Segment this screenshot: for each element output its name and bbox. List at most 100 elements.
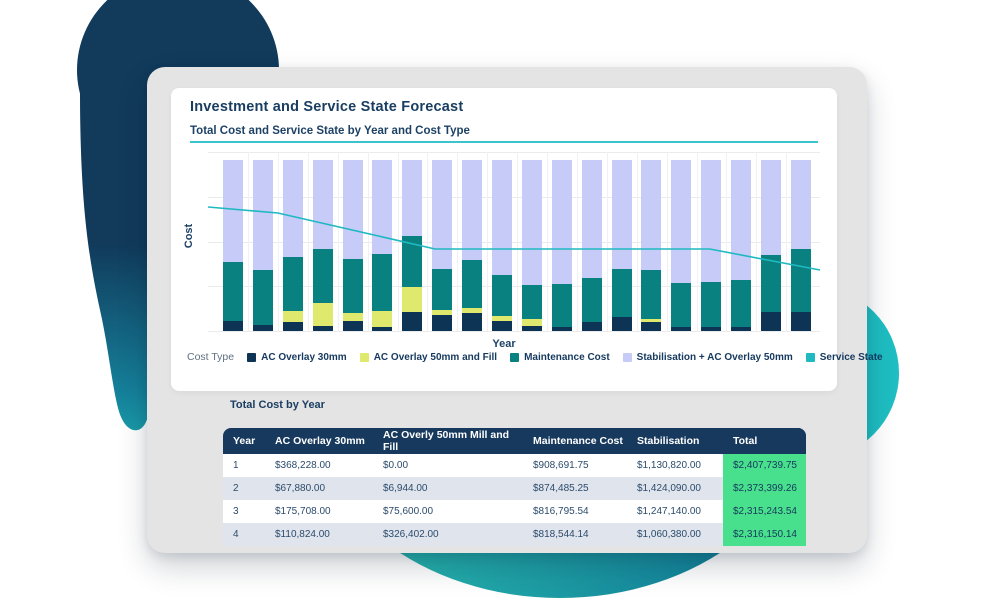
table-cell: $175,708.00 bbox=[275, 506, 331, 517]
bar-segment bbox=[761, 255, 782, 313]
legend-label: Stabilisation + AC Overlay 50mm bbox=[636, 351, 793, 363]
bar-stack-year-19[interactable] bbox=[761, 160, 782, 331]
bar-stack-year-17[interactable] bbox=[701, 160, 722, 331]
cost-table: Year AC Overlay 30mm AC Overly 50mm Mill a… bbox=[223, 428, 806, 546]
table-cell: $110,824.00 bbox=[275, 529, 330, 540]
bar-segment bbox=[611, 160, 632, 269]
bar-segment bbox=[492, 275, 513, 317]
legend-swatch-icon bbox=[805, 352, 815, 362]
legend-swatch-icon bbox=[622, 352, 632, 362]
table-cell: $816,795.54 bbox=[533, 506, 589, 517]
bar-segment bbox=[701, 160, 722, 282]
bar-segment bbox=[492, 316, 513, 322]
page-title: Investment and Service State Forecast bbox=[190, 99, 464, 115]
bar-stack-year-10[interactable] bbox=[492, 160, 513, 331]
bar-stack-year-2[interactable] bbox=[252, 160, 273, 331]
bar-segment bbox=[492, 160, 513, 276]
legend-label: AC Overlay 50mm and Fill bbox=[373, 351, 498, 363]
bar-stack-year-9[interactable] bbox=[462, 160, 483, 331]
v-gridline bbox=[756, 152, 758, 331]
table-total-cell: $2,315,243.54 bbox=[723, 500, 806, 523]
bar-segment bbox=[432, 269, 453, 310]
bar-segment bbox=[223, 320, 243, 331]
table-row: 2 $67,880.00 $6,944.00 $874,485.25 $1,424,09… bbox=[223, 477, 806, 500]
table-header-cell: AC Overly 50mm Mill and Fill bbox=[383, 429, 510, 453]
bar-segment bbox=[432, 160, 453, 270]
table-cell: 1 bbox=[233, 460, 239, 471]
table-total-cell: $2,407,739.75 bbox=[723, 454, 806, 477]
bar-segment bbox=[521, 284, 542, 320]
bar-segment bbox=[641, 318, 662, 322]
bar-stack-year-12[interactable] bbox=[551, 160, 572, 331]
table-row: 4 $110,824.00 $326,402.00 $818,544.14 $1,060… bbox=[223, 523, 806, 546]
table-header-row: Year AC Overlay 30mm AC Overly 50mm Mill a… bbox=[223, 428, 806, 454]
bar-segment bbox=[641, 321, 662, 331]
bar-segment bbox=[342, 313, 363, 322]
bar-segment bbox=[282, 160, 303, 257]
table-cell: $818,544.14 bbox=[533, 529, 589, 540]
y-axis-label: Cost bbox=[183, 223, 196, 249]
legend-label: AC Overlay 30mm bbox=[261, 351, 347, 363]
v-gridline bbox=[636, 152, 638, 331]
bar-stack-year-6[interactable] bbox=[372, 160, 393, 331]
v-gridline bbox=[337, 152, 339, 331]
v-gridline bbox=[696, 152, 698, 331]
legend-item[interactable]: Stabilisation + AC Overlay 50mm bbox=[622, 351, 793, 363]
table-cell: $6,944.00 bbox=[383, 483, 428, 494]
bar-segment bbox=[342, 321, 363, 331]
bar-stack-year-11[interactable] bbox=[521, 160, 542, 331]
bar-stack-year-4[interactable] bbox=[312, 160, 333, 331]
bar-segment bbox=[282, 256, 303, 312]
v-gridline bbox=[457, 152, 459, 331]
bar-segment bbox=[551, 327, 572, 331]
bar-segment bbox=[611, 317, 632, 331]
bar-series-container bbox=[208, 160, 820, 331]
legend-swatch-icon bbox=[247, 352, 257, 362]
service-state-line bbox=[207, 206, 821, 271]
bar-stack-year-18[interactable] bbox=[731, 160, 752, 331]
bar-segment bbox=[462, 160, 483, 260]
legend-label: Service State bbox=[819, 351, 883, 363]
bar-stack-year-3[interactable] bbox=[282, 160, 303, 331]
bar-stack-year-16[interactable] bbox=[671, 160, 692, 331]
legend-item[interactable]: Maintenance Cost bbox=[510, 352, 610, 363]
bar-segment bbox=[492, 321, 513, 331]
navy-blob-stem bbox=[80, 90, 152, 431]
legend-item[interactable]: AC Overlay 50mm and Fill bbox=[359, 351, 498, 363]
bar-segment bbox=[521, 319, 542, 326]
bar-segment bbox=[790, 312, 811, 331]
table-header-cell: Year bbox=[233, 435, 256, 447]
chart-subtitle: Total Cost and Service State by Year and… bbox=[190, 125, 470, 137]
v-gridline bbox=[427, 152, 429, 331]
v-gridline bbox=[517, 152, 519, 331]
table-row: 1 $368,228.00 $0.00 $908,691.75 $1,130,820.0… bbox=[223, 454, 806, 477]
bar-segment bbox=[671, 282, 692, 327]
legend-swatch-icon bbox=[510, 352, 520, 362]
bar-stack-year-14[interactable] bbox=[611, 160, 632, 331]
bar-stack-year-7[interactable] bbox=[402, 160, 423, 331]
bar-segment bbox=[342, 160, 363, 260]
bar-segment bbox=[282, 321, 303, 331]
table-cell: $326,402.00 bbox=[383, 529, 439, 540]
table-header-cell: Stabilisation bbox=[637, 435, 700, 447]
bar-segment bbox=[521, 325, 542, 331]
bar-segment bbox=[402, 312, 423, 331]
bar-stack-year-8[interactable] bbox=[432, 160, 453, 331]
bar-segment bbox=[581, 277, 602, 322]
bar-stack-year-1[interactable] bbox=[223, 160, 243, 331]
table-cell: $1,424,090.00 bbox=[637, 483, 701, 494]
h-gridline bbox=[208, 152, 820, 153]
table-header-cell: Maintenance Cost bbox=[533, 435, 623, 447]
bar-segment bbox=[312, 248, 333, 304]
bar-segment bbox=[462, 307, 483, 313]
legend-item[interactable]: Service State bbox=[805, 351, 883, 363]
legend-item[interactable]: AC Overlay 30mm bbox=[247, 352, 347, 363]
h-gridline bbox=[208, 286, 820, 288]
bar-stack-year-15[interactable] bbox=[641, 160, 662, 331]
bar-segment bbox=[432, 314, 453, 331]
bar-segment bbox=[790, 160, 811, 250]
legend-swatch-icon bbox=[359, 352, 369, 362]
bar-stack-year-5[interactable] bbox=[342, 160, 363, 331]
v-gridline bbox=[726, 152, 728, 331]
